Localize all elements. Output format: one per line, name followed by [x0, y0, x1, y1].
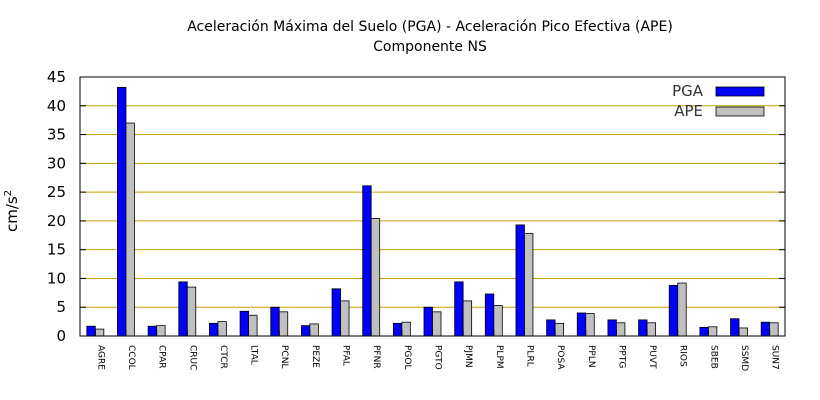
bar-ape [125, 122, 135, 337]
x-tick-label: CCOL [126, 345, 136, 370]
bar-pga [576, 312, 587, 337]
chart-title: Aceleración Máxima del Suelo (PGA) - Ace… [187, 19, 673, 35]
bar-pga [668, 284, 679, 337]
bar-pga [147, 325, 158, 337]
x-tick-label: POSA [555, 345, 565, 370]
bar-pga [546, 319, 556, 337]
bar-pga [392, 322, 403, 337]
legend-label: APE [674, 102, 703, 120]
legend-swatch [715, 106, 765, 117]
bar-pga [454, 281, 464, 337]
bar-ape [769, 322, 779, 337]
bar-pga [730, 318, 740, 337]
x-tick-label: LTAL [249, 345, 259, 365]
legend-swatch [715, 86, 765, 97]
x-axis: AGRE CCOL CPAR CRUC CTCR LTAL PCNL PEZE PFAL PFNR… [94, 330, 780, 371]
bar-ape [585, 313, 595, 337]
x-tick-label: PPTG [616, 345, 626, 368]
bar-ape [462, 300, 473, 337]
x-tick-label: CRUC [187, 345, 197, 370]
legend: PGA APE [672, 82, 765, 120]
bar-pga [638, 319, 648, 337]
y-axis: 0 5 10 15 20 25 30 35 40 45 [47, 68, 785, 345]
bar-ape [186, 286, 197, 337]
y-tick-label: 10 [47, 269, 66, 287]
bar-pga [760, 321, 771, 337]
bar-pga [209, 322, 219, 337]
bar-ape [616, 322, 626, 337]
bar-ape [370, 218, 381, 337]
x-tick-label: SSMD [739, 345, 749, 371]
x-tick-label: PLRL [524, 345, 534, 367]
y-tick-label: 35 [47, 126, 66, 144]
x-tick-label: PGTO [433, 345, 443, 370]
bar-ape [493, 305, 503, 337]
bar-ape [309, 323, 319, 337]
legend-label: PGA [672, 82, 704, 100]
chart-subtitle: Componente NS [373, 39, 487, 55]
bar-ape [554, 322, 565, 337]
y-tick-label: 40 [47, 97, 66, 115]
bar-pga [423, 306, 433, 337]
bar-pga [239, 310, 249, 337]
x-tick-label: PLPM [494, 345, 504, 369]
x-tick-label: PFAL [341, 345, 351, 366]
x-tick-label: PFNR [371, 345, 381, 369]
y-tick-label: 20 [47, 212, 66, 230]
bar-ape [646, 322, 656, 337]
y-tick-label: 0 [56, 327, 66, 345]
bars [86, 86, 779, 337]
y-tick-label: 5 [56, 298, 66, 316]
y-tick-label: 15 [47, 241, 66, 259]
bar-pga [362, 185, 372, 337]
x-tick-label: AGRE [95, 345, 105, 370]
x-tick-label: PUVT [647, 345, 657, 369]
bar-ape [156, 325, 166, 337]
grid-lines [80, 105, 785, 308]
bar-ape [340, 300, 350, 337]
bar-pga [515, 224, 525, 337]
bar-ape [707, 326, 718, 337]
bar-ape [217, 321, 227, 337]
bar-ape [677, 282, 687, 337]
x-tick-label: PJMN [463, 345, 473, 368]
x-tick-label: PEZE [310, 345, 320, 368]
x-tick-label: PPLN [586, 345, 596, 368]
x-tick-label: SUN7 [770, 345, 780, 370]
x-tick-label: SBEB [708, 345, 718, 369]
x-tick-label: RIOS [678, 345, 688, 367]
x-tick-label: PGOL [402, 345, 412, 370]
x-tick-label: CTCR [218, 345, 228, 369]
plot-frame [79, 76, 786, 337]
bar-pga [178, 281, 188, 337]
bar-ape [738, 327, 748, 337]
y-tick-label: 30 [47, 154, 66, 172]
bar-ape [401, 321, 411, 337]
x-tick-label: CPAR [157, 345, 167, 369]
y-axis-label-superscript: 2 [3, 190, 14, 196]
bar-pga [270, 306, 280, 337]
bar-pga [86, 325, 96, 337]
bar-pga [300, 325, 311, 337]
bar-ape [94, 328, 105, 337]
x-tick-label: PCNL [279, 345, 289, 368]
y-tick-label: 45 [47, 68, 66, 86]
bar-ape [278, 311, 289, 337]
bar-pga [331, 288, 341, 337]
y-tick-label: 25 [47, 183, 66, 201]
bar-ape [524, 233, 534, 337]
bar-pga [699, 326, 709, 337]
bar-pga [117, 86, 127, 337]
bar-pga [484, 293, 495, 337]
bar-ape [432, 311, 442, 337]
bar-ape [248, 314, 258, 337]
bar-pga [607, 319, 617, 337]
y-axis-label: cm/s2 [3, 190, 21, 232]
